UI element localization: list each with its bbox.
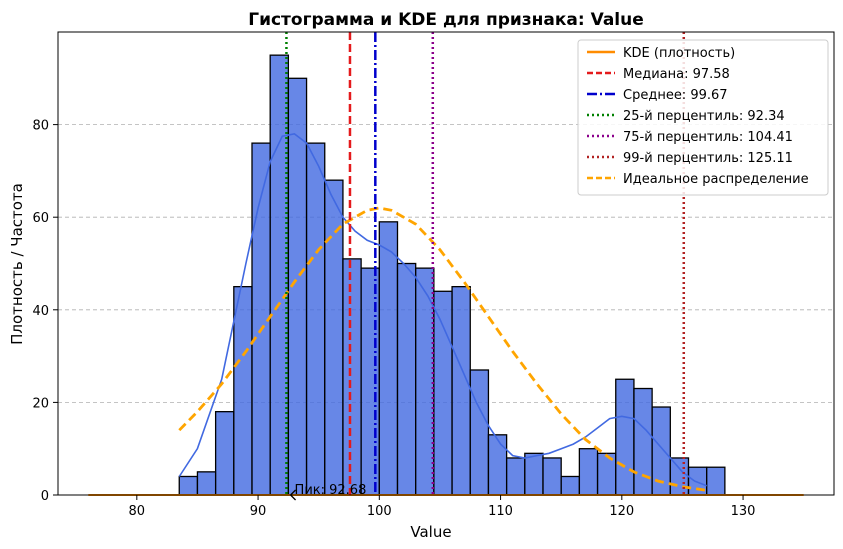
- x-tick-label: 100: [367, 504, 392, 519]
- peak-annotation: Пик: 92.68: [295, 483, 367, 498]
- y-axis-title: Плотность / Частота: [8, 183, 26, 345]
- legend-label-p75: 75-й перцентиль: 104.41: [623, 130, 793, 145]
- y-tick-label: 20: [32, 396, 49, 411]
- x-tick-label: 110: [488, 504, 513, 519]
- legend-label-mean: Среднее: 99.67: [623, 88, 728, 103]
- y-tick-label: 60: [32, 211, 49, 226]
- y-tick-label: 40: [32, 304, 49, 319]
- histogram-bar: [233, 285, 253, 496]
- y-tick-label: 80: [32, 119, 49, 134]
- legend: KDE (плотность) Медиана: 97.58 Среднее: 99…: [577, 39, 829, 196]
- histogram-bar: [596, 452, 617, 496]
- histogram-bar: [178, 475, 199, 496]
- histogram-bar: [196, 471, 217, 496]
- histogram-bar: [342, 258, 362, 496]
- x-axis-title: Value: [410, 523, 451, 541]
- histogram-bar: [433, 290, 453, 496]
- histogram-bar: [578, 448, 599, 496]
- x-tick-label: 130: [731, 504, 756, 519]
- y-tick-label: 0: [41, 489, 49, 504]
- histogram-bar: [451, 285, 471, 496]
- histogram-bar: [214, 411, 235, 496]
- histogram-bars: [178, 54, 726, 496]
- histogram-bar: [360, 267, 380, 496]
- x-tick-label: 90: [250, 504, 267, 519]
- legend-label-p25: 25-й перцентиль: 92.34: [623, 109, 785, 124]
- histogram-bar: [469, 369, 490, 496]
- legend-label-ideal: Идеальное распределение: [623, 172, 809, 187]
- histogram-bar: [487, 434, 508, 496]
- histogram-bar: [378, 221, 399, 496]
- legend-label-median: Медиана: 97.58: [623, 67, 730, 82]
- histogram-bar: [505, 457, 526, 496]
- histogram-bar: [615, 378, 635, 496]
- axes: 80 90 100 110 120 130 0 20 40 60 80: [32, 31, 835, 519]
- histogram-bar: [560, 475, 581, 496]
- legend-label-kde_legend: KDE (плотность): [623, 46, 735, 61]
- reference-lines: [285, 32, 686, 495]
- peak-marker: [290, 489, 297, 501]
- histogram-bar: [706, 466, 726, 496]
- annotation: Пик: 92.68: [290, 483, 367, 501]
- histogram-bar: [269, 54, 290, 496]
- legend-box: [577, 39, 829, 196]
- histogram-bar: [524, 452, 544, 496]
- chart-title: Гистограмма и KDE для признака: Value: [248, 10, 644, 30]
- x-tick-label: 120: [609, 504, 634, 519]
- x-tick-label: 80: [129, 504, 146, 519]
- histogram-bar: [396, 262, 417, 496]
- histogram-bar: [305, 142, 326, 496]
- histogram-bar: [542, 457, 562, 496]
- legend-label-p99: 99-й перцентиль: 125.11: [623, 151, 793, 166]
- plot-frame: [57, 31, 835, 496]
- kde-curve: [178, 133, 707, 487]
- histogram-bar: [669, 457, 690, 496]
